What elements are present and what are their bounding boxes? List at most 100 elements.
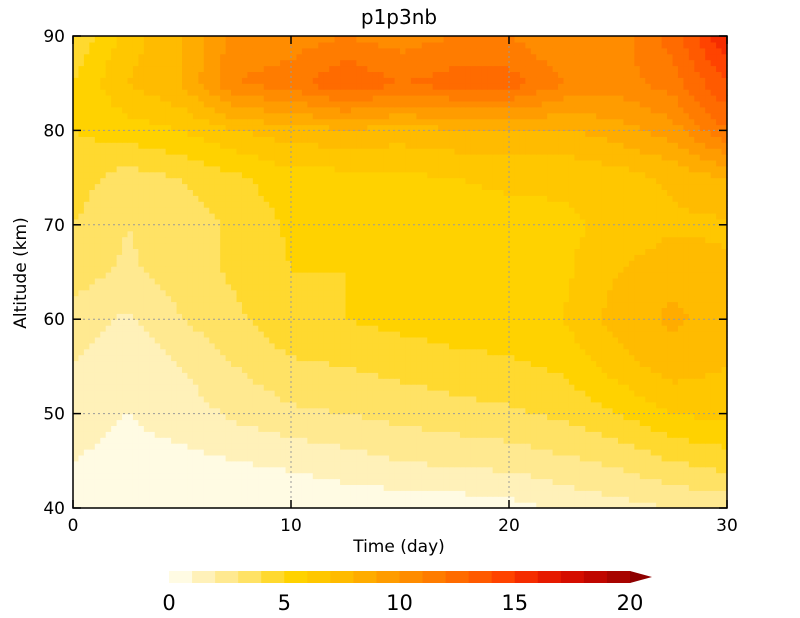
- heatmap-cell: [105, 289, 112, 297]
- heatmap-cell: [231, 319, 238, 326]
- heatmap-cell: [427, 425, 434, 432]
- heatmap-cell: [83, 460, 90, 468]
- heatmap-cell: [688, 289, 695, 297]
- heatmap-cell: [721, 401, 728, 409]
- heatmap-cell: [187, 272, 194, 279]
- heatmap-cell: [721, 496, 728, 503]
- heatmap-cell: [127, 360, 134, 367]
- heatmap-cell: [269, 490, 276, 497]
- heatmap-cell: [579, 401, 586, 409]
- heatmap-cell: [329, 307, 336, 314]
- heatmap-cell: [203, 431, 210, 438]
- heatmap-cell: [165, 466, 172, 474]
- heatmap-cell: [367, 395, 374, 403]
- heatmap-cell: [132, 354, 139, 362]
- heatmap-cell: [596, 419, 603, 426]
- heatmap-cell: [241, 289, 248, 297]
- heatmap-cell: [89, 496, 96, 503]
- heatmap-cell: [438, 413, 445, 421]
- heatmap-cell: [329, 484, 336, 491]
- heatmap-cell: [650, 289, 657, 297]
- heatmap-cell: [416, 289, 423, 297]
- heatmap-cell: [361, 319, 368, 326]
- heatmap-cell: [127, 295, 134, 303]
- heatmap-cell: [312, 407, 319, 415]
- heatmap-cell: [612, 372, 619, 379]
- heatmap-cell: [269, 407, 276, 415]
- heatmap-cell: [525, 502, 532, 509]
- heatmap-cell: [203, 390, 210, 397]
- heatmap-cell: [563, 478, 570, 485]
- heatmap-cell: [307, 431, 314, 438]
- heatmap-cell: [454, 449, 461, 456]
- heatmap-cell: [509, 325, 516, 332]
- heatmap-cell: [470, 437, 477, 444]
- heatmap-cell: [122, 401, 129, 409]
- heatmap-cell: [552, 431, 559, 438]
- heatmap-cell: [176, 277, 183, 285]
- heatmap-cell: [334, 331, 341, 338]
- heatmap-cell: [400, 401, 407, 409]
- heatmap-cell: [470, 301, 477, 308]
- heatmap-cell: [579, 413, 586, 421]
- heatmap-cell: [607, 484, 614, 491]
- heatmap-cell: [427, 348, 434, 356]
- heatmap-cell: [367, 342, 374, 350]
- heatmap-cell: [579, 478, 586, 485]
- heatmap-cell: [187, 301, 194, 308]
- heatmap-cell: [329, 419, 336, 426]
- heatmap-cell: [269, 266, 276, 273]
- heatmap-cell: [656, 490, 663, 497]
- heatmap-cell: [301, 360, 308, 367]
- heatmap-cell: [329, 384, 336, 391]
- heatmap-cell: [400, 319, 407, 326]
- heatmap-cell: [241, 478, 248, 485]
- heatmap-cell: [694, 360, 701, 367]
- heatmap-cell: [400, 449, 407, 456]
- heatmap-cell: [198, 472, 205, 480]
- heatmap-cell: [498, 354, 505, 362]
- heatmap-cell: [285, 484, 292, 491]
- heatmap-cell: [487, 466, 494, 474]
- heatmap-cell: [143, 260, 150, 267]
- heatmap-cell: [378, 443, 385, 450]
- heatmap-cell: [394, 472, 401, 480]
- heatmap-cell: [410, 266, 417, 273]
- heatmap-cell: [214, 372, 221, 379]
- heatmap-cell: [105, 319, 112, 326]
- heatmap-cell: [356, 277, 363, 285]
- heatmap-cell: [301, 466, 308, 474]
- heatmap-cell: [345, 360, 352, 367]
- heatmap-cell: [585, 366, 592, 373]
- heatmap-cell: [383, 484, 390, 491]
- heatmap-cell: [449, 277, 456, 285]
- heatmap-cell: [438, 295, 445, 303]
- heatmap-cell: [100, 336, 107, 344]
- heatmap-cell: [618, 366, 625, 373]
- heatmap-cell: [274, 401, 281, 409]
- heatmap-cell: [291, 431, 298, 438]
- heatmap-cell: [449, 425, 456, 432]
- heatmap-cell: [438, 484, 445, 491]
- heatmap-cell: [252, 484, 259, 491]
- heatmap-cell: [274, 449, 281, 456]
- heatmap-cell: [312, 431, 319, 438]
- heatmap-cell: [149, 319, 156, 326]
- heatmap-cell: [149, 372, 156, 379]
- heatmap-cell: [182, 472, 189, 480]
- heatmap-cell: [530, 313, 537, 320]
- heatmap-cell: [192, 384, 199, 391]
- heatmap-cell: [650, 272, 657, 279]
- heatmap-cell: [716, 372, 723, 379]
- heatmap-cell: [667, 354, 674, 362]
- heatmap-cell: [509, 301, 516, 308]
- heatmap-cell: [138, 272, 145, 279]
- heatmap-cell: [154, 472, 161, 480]
- heatmap-cell: [116, 331, 123, 338]
- heatmap-cell: [400, 325, 407, 332]
- heatmap-cell: [628, 325, 635, 332]
- heatmap-cell: [645, 395, 652, 403]
- heatmap-cell: [476, 401, 483, 409]
- heatmap-cell: [214, 354, 221, 362]
- heatmap-cell: [481, 272, 488, 279]
